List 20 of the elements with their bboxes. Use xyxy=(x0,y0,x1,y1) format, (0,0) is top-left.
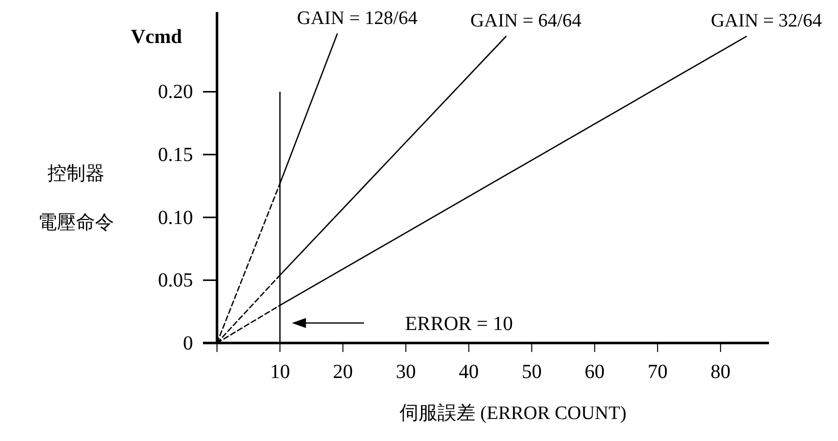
y-tick-label: 0.15 xyxy=(158,144,193,166)
y-tick-label: 0 xyxy=(183,332,193,354)
text: 控制器電壓命令 xyxy=(38,164,114,234)
x-axis-title: 伺服誤差 (ERROR COUNT) xyxy=(400,403,626,424)
x-tick-label: 60 xyxy=(584,361,605,384)
x-tick-label: 80 xyxy=(710,361,731,384)
series-label: GAIN = 64/64 xyxy=(470,10,582,32)
y-tick-label: 0.05 xyxy=(158,270,193,292)
x-tick-label: 30 xyxy=(396,361,416,384)
annotation: ERROR = 10 xyxy=(404,313,513,335)
x-tick-label: 40 xyxy=(458,361,479,384)
text: Vcmd xyxy=(130,26,182,48)
y-tick-label: 0.10 xyxy=(158,206,193,229)
x-tick-label: 50 xyxy=(522,361,542,384)
y-tick-label: 0.20 xyxy=(158,81,193,104)
series-label: GAIN = 32/64 xyxy=(710,10,822,32)
x-tick-label: 10 xyxy=(270,361,290,384)
x-tick-label: 20 xyxy=(332,361,353,384)
series-label: GAIN = 128/64 xyxy=(296,8,418,29)
x-tick-label: 70 xyxy=(648,361,668,384)
